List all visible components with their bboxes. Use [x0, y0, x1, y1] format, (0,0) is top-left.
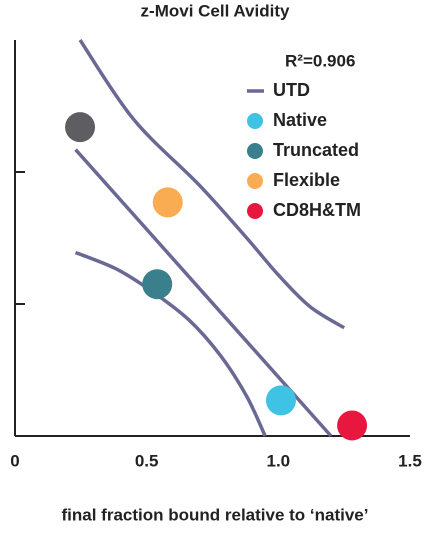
- legend-label: CD8H&TM: [273, 200, 361, 220]
- point: [142, 269, 173, 300]
- legend-marker: [247, 143, 263, 159]
- fit-line: [74, 148, 333, 438]
- chart-title: z-Movi Cell Avidity: [141, 1, 290, 20]
- point: [337, 410, 368, 441]
- legend-marker: [247, 173, 263, 189]
- fit-line: [78, 39, 346, 330]
- annotation: R²=0.906: [285, 51, 355, 70]
- x-tick-label: 1.5: [398, 451, 422, 470]
- legend-marker: [247, 203, 263, 219]
- point: [152, 187, 183, 218]
- x-tick-label: 0.5: [135, 451, 159, 470]
- legend-marker: [247, 113, 263, 129]
- x-tick-label: 1.0: [267, 451, 291, 470]
- fit-line: [74, 250, 267, 437]
- legend-label: Flexible: [273, 170, 340, 190]
- point: [65, 112, 96, 143]
- x-tick-label: 0: [10, 451, 19, 470]
- legend-label: Truncated: [273, 140, 359, 160]
- point: [265, 385, 296, 416]
- legend-label: UTD: [273, 80, 310, 100]
- legend-label: Native: [273, 110, 327, 130]
- x-axis-label: final fraction bound relative to ‘native…: [62, 505, 369, 524]
